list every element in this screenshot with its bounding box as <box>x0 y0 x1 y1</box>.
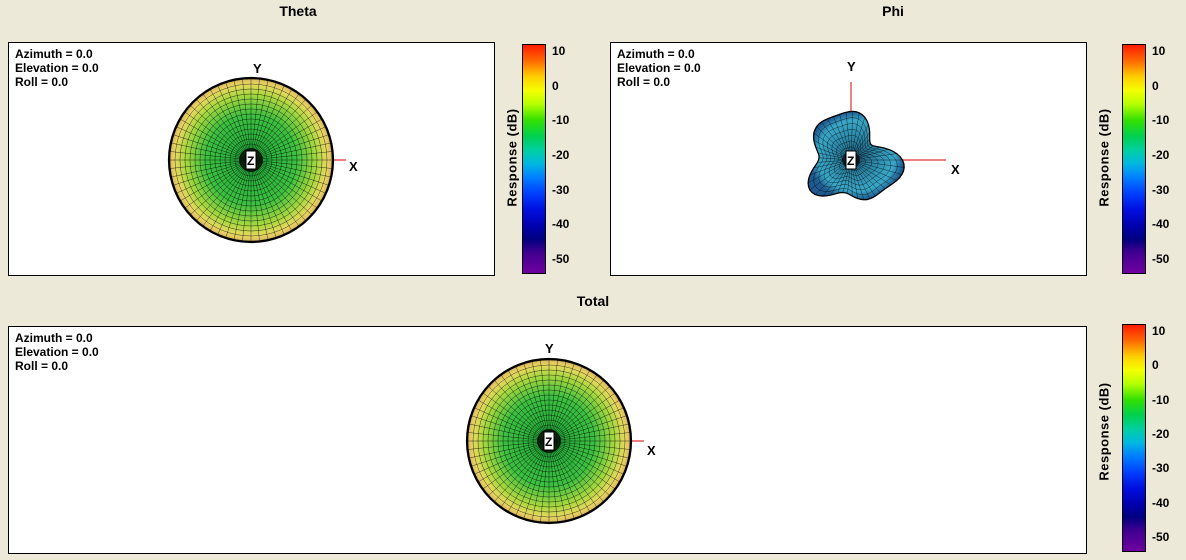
phi-panel-title: Phi <box>882 3 904 19</box>
colorbar-tick-label: -50 <box>1152 252 1170 266</box>
total-pattern-plot: Z Y X <box>465 341 656 525</box>
colorbar-tick-label: -40 <box>552 217 570 232</box>
theta-panel-title: Theta <box>279 3 317 19</box>
colorbar-tick-label: -10 <box>1152 113 1170 128</box>
colorbar-tick-label: -20 <box>552 148 570 162</box>
theta-azimuth-readout: Azimuth = 0.0 <box>15 47 93 61</box>
theta-x-axis-label: X <box>349 159 358 174</box>
colorbar-tick-label: 10 <box>1152 44 1166 58</box>
total-colorbar-gradient <box>1122 324 1146 552</box>
phi-pattern-plot: Z Y X <box>807 59 960 201</box>
phi-colorbar-label: Response (dB) <box>1096 108 1112 207</box>
phi-colorbar-gradient <box>1122 44 1146 274</box>
colorbar-tick-label: -40 <box>1152 495 1170 510</box>
theta-plot-area[interactable]: Azimuth = 0.0 Elevation = 0.0 Roll = 0.0… <box>8 42 495 276</box>
colorbar-tick-label: -20 <box>1152 427 1170 441</box>
colorbar-tick-label: -10 <box>552 113 570 128</box>
colorbar-tick-label: -30 <box>1152 182 1170 197</box>
colorbar-tick-label: -10 <box>1152 392 1170 407</box>
phi-panel: Phi Azimuth = 0.0 Elevation = 0.0 Roll =… <box>600 0 1186 284</box>
colorbar-tick-label: -50 <box>1152 530 1170 544</box>
colorbar-tick-label: -50 <box>552 252 570 266</box>
phi-roll-readout: Roll = 0.0 <box>617 75 671 89</box>
total-colorbar: Response (dB) 10 0 -10 -20 -30 -40 -50 <box>1086 320 1186 560</box>
phi-colorbar: Response (dB) 10 0 -10 -20 -30 -40 -50 <box>1086 40 1186 280</box>
colorbar-tick-label: 0 <box>1152 358 1159 373</box>
theta-panel: Theta Azimuth = 0.0 Elevation = 0.0 Roll… <box>0 0 596 284</box>
colorbar-tick-label: -30 <box>552 182 570 197</box>
phi-orientation-readout: Azimuth = 0.0 Elevation = 0.0 Roll = 0.0 <box>617 47 701 89</box>
theta-colorbar-label: Response (dB) <box>504 108 520 207</box>
theta-colorbar-gradient <box>522 44 546 274</box>
total-panel-title: Total <box>576 293 610 309</box>
theta-colorbar: Response (dB) 10 0 -10 -20 -30 -40 -50 <box>494 40 594 280</box>
total-x-axis-label: X <box>647 443 656 458</box>
colorbar-tick-label: -40 <box>1152 217 1170 232</box>
colorbar-tick-label: 10 <box>1152 324 1166 338</box>
theta-pattern-plot: Z Y X <box>167 61 358 244</box>
colorbar-tick-label: 10 <box>552 44 566 58</box>
colorbar-tick-label: 0 <box>1152 78 1159 93</box>
phi-plot-area[interactable]: Azimuth = 0.0 Elevation = 0.0 Roll = 0.0… <box>610 42 1087 276</box>
phi-azimuth-readout: Azimuth = 0.0 <box>617 47 695 61</box>
phi-z-axis-label: Z <box>847 154 854 168</box>
total-y-axis-label: Y <box>545 341 554 356</box>
theta-orientation-readout: Azimuth = 0.0 Elevation = 0.0 Roll = 0.0 <box>15 47 99 89</box>
total-orientation-readout: Azimuth = 0.0 Elevation = 0.0 Roll = 0.0 <box>15 331 99 373</box>
total-azimuth-readout: Azimuth = 0.0 <box>15 331 93 345</box>
theta-elevation-readout: Elevation = 0.0 <box>15 61 99 75</box>
total-z-axis-label: Z <box>545 435 552 449</box>
colorbar-tick-label: -20 <box>1152 148 1170 162</box>
phi-y-axis-label: Y <box>847 59 856 74</box>
theta-y-axis-label: Y <box>253 61 262 76</box>
total-elevation-readout: Elevation = 0.0 <box>15 345 99 359</box>
colorbar-tick-label: 0 <box>552 78 559 93</box>
total-roll-readout: Roll = 0.0 <box>15 359 69 373</box>
total-panel: Total Azimuth = 0.0 Elevation = 0.0 Roll… <box>0 290 1186 560</box>
colorbar-tick-label: -30 <box>1152 461 1170 476</box>
phi-elevation-readout: Elevation = 0.0 <box>617 61 701 75</box>
total-colorbar-label: Response (dB) <box>1096 382 1112 481</box>
theta-z-axis-label: Z <box>247 154 254 168</box>
phi-x-axis-label: X <box>951 162 960 177</box>
total-plot-area[interactable]: Azimuth = 0.0 Elevation = 0.0 Roll = 0.0… <box>8 326 1087 554</box>
theta-roll-readout: Roll = 0.0 <box>15 75 69 89</box>
